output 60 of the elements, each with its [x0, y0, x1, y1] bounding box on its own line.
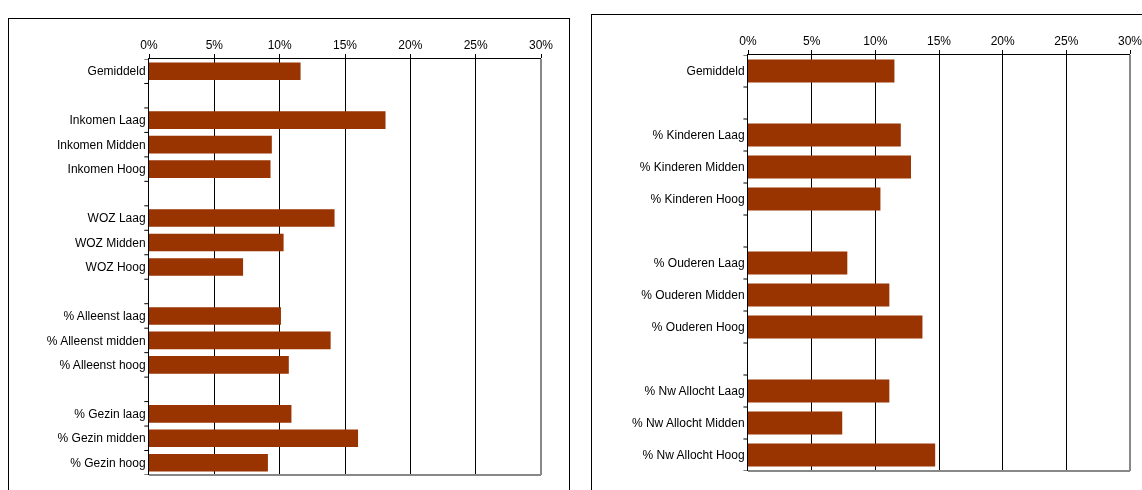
- bar: [748, 251, 848, 275]
- bar: [149, 429, 359, 448]
- x-tick-label: 30%: [528, 38, 554, 53]
- bar: [748, 379, 890, 403]
- bar: [149, 356, 289, 374]
- y-tick-label: % Kinderen Midden: [639, 160, 745, 175]
- y-tick-label: % Alleenst hoog: [59, 358, 146, 373]
- bar: [748, 123, 901, 147]
- x-tick-label: 30%: [1117, 34, 1142, 49]
- bar: [748, 59, 895, 83]
- x-tick-label: 15%: [332, 38, 358, 53]
- x-tick-label: 10%: [267, 38, 292, 53]
- bar: [748, 187, 881, 211]
- x-tick-label: 5%: [205, 38, 224, 53]
- x-tick-label: 0%: [739, 34, 757, 49]
- y-tick-label: % Alleenst laag: [63, 309, 146, 324]
- bar: [748, 315, 923, 339]
- y-tick-label: Gemiddeld: [87, 64, 146, 79]
- bar: [149, 258, 244, 276]
- x-tick-label: 20%: [398, 38, 423, 53]
- y-tick-label: % Gezin laag: [74, 407, 146, 422]
- y-tick-label: % Nw Allocht Midden: [631, 416, 745, 431]
- x-tick-label: 25%: [1054, 34, 1079, 49]
- y-tick-label: WOZ Midden: [74, 235, 146, 250]
- x-tick-label: 5%: [803, 34, 821, 49]
- bar: [149, 209, 335, 227]
- bar: [149, 307, 281, 325]
- bar: [748, 411, 843, 435]
- y-tick-label: % Ouderen Laag: [653, 256, 745, 271]
- x-tick-label: 20%: [990, 34, 1015, 49]
- x-tick-label: 25%: [463, 38, 488, 53]
- bar: [748, 443, 936, 467]
- y-tick-label: Gemiddeld: [686, 64, 745, 79]
- bar: [748, 283, 890, 307]
- y-tick-label: % Kinderen Hoog: [650, 192, 745, 207]
- y-tick-label: % Ouderen Midden: [641, 288, 745, 303]
- x-tick-label: 15%: [926, 34, 952, 49]
- bar: [149, 331, 331, 350]
- x-tick-label: 10%: [863, 34, 888, 49]
- bar: [149, 405, 292, 423]
- y-tick-label: Inkomen Midden: [56, 137, 146, 152]
- bar: [149, 160, 271, 178]
- y-tick-label: Inkomen Hoog: [67, 162, 146, 177]
- bar: [149, 453, 268, 472]
- y-tick-label: % Kinderen Laag: [652, 128, 745, 143]
- bar: [748, 155, 911, 179]
- bar: [149, 135, 272, 154]
- y-tick-label: % Nw Allocht Laag: [644, 384, 745, 399]
- y-tick-label: % Gezin hoog: [70, 455, 146, 470]
- y-tick-label: Inkomen Laag: [69, 113, 146, 128]
- bar: [149, 111, 386, 129]
- y-tick-label: WOZ Hoog: [85, 260, 146, 275]
- y-tick-label: % Alleenst midden: [46, 333, 146, 348]
- y-tick-label: WOZ Laag: [87, 211, 146, 226]
- bar: [149, 233, 284, 252]
- bar: [149, 62, 301, 81]
- y-tick-label: % Ouderen Hoog: [651, 320, 745, 335]
- x-tick-label: 0%: [140, 38, 158, 53]
- y-tick-label: % Nw Allocht Hoog: [642, 448, 745, 463]
- y-tick-label: % Gezin midden: [57, 431, 146, 446]
